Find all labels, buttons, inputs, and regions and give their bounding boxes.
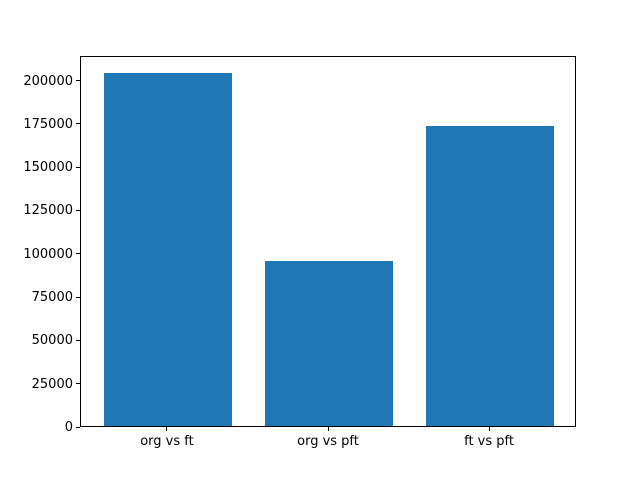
y-axis-tick-mark: [76, 123, 80, 125]
x-axis-tick-label: ft vs pft: [464, 434, 514, 449]
y-axis-tick-mark: [76, 426, 80, 428]
y-axis-tick-mark: [76, 80, 80, 82]
y-axis-tick-mark: [76, 253, 80, 255]
bar-ft-vs-pft: [425, 126, 555, 426]
x-axis-tick-mark: [166, 427, 168, 431]
y-axis-tick-label: 50000: [31, 333, 73, 349]
x-axis-tick-label: org vs pft: [297, 434, 359, 449]
bar-org-vs-pft: [264, 261, 394, 426]
y-axis-tick-label: 175000: [23, 116, 73, 132]
y-axis-tick-mark: [76, 339, 80, 341]
bar-org-vs-ft: [103, 72, 233, 426]
y-axis-tick-label: 25000: [31, 376, 73, 392]
y-axis-tick-mark: [76, 383, 80, 385]
y-axis-tick-label: 125000: [23, 203, 73, 219]
x-axis-tick-mark: [327, 427, 329, 431]
y-axis-tick-label: 200000: [23, 73, 73, 89]
y-axis-tick-mark: [76, 166, 80, 168]
x-axis-tick-mark: [488, 427, 490, 431]
y-axis-tick-label: 0: [64, 420, 73, 435]
y-axis-tick-mark: [76, 209, 80, 211]
y-axis-tick-mark: [76, 296, 80, 298]
y-axis-tick-label: 150000: [23, 160, 73, 176]
plot-area: [80, 56, 576, 427]
x-axis-tick-label: org vs ft: [140, 434, 194, 449]
y-axis-tick-label: 75000: [31, 290, 73, 306]
y-axis-tick-label: 100000: [23, 246, 73, 262]
